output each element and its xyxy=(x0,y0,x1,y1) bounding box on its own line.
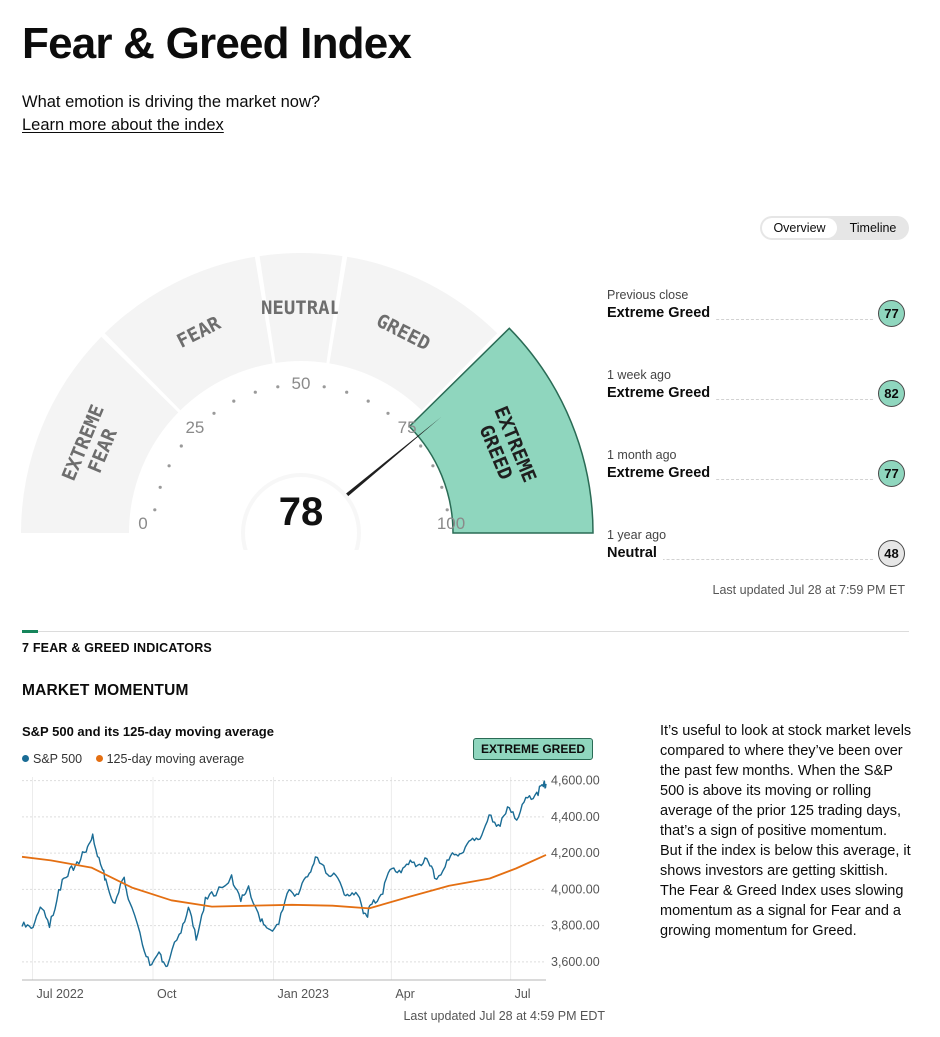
zone-label-word: NEUTRAL xyxy=(261,297,341,319)
y-tick-label: 3,800.00 xyxy=(551,919,600,933)
overview-tab[interactable]: Overview xyxy=(762,218,837,238)
y-tick-label: 4,000.00 xyxy=(551,882,600,896)
gauge-dot xyxy=(212,411,216,415)
gauge-dot xyxy=(345,390,349,394)
market-momentum-heading: MARKET MOMENTUM xyxy=(22,682,189,699)
view-toggle: Overview Timeline xyxy=(760,216,909,240)
y-tick-label: 4,400.00 xyxy=(551,810,600,824)
series-line-sp500 xyxy=(21,780,547,968)
legend-item-moving-average: 125-day moving average xyxy=(95,752,245,766)
history-1-week-ago: 1 week ago Extreme Greed 82 xyxy=(607,368,905,424)
gauge-dot xyxy=(179,444,183,448)
gauge-value: 78 xyxy=(279,490,324,534)
section-divider-accent xyxy=(22,630,38,633)
series-line-moving-average xyxy=(21,854,547,910)
history-1-month-ago: 1 month ago Extreme Greed 77 xyxy=(607,448,905,504)
leader-dots xyxy=(607,479,873,480)
gauge-dot xyxy=(153,508,157,512)
chart-legend: S&P 500 125-day moving average xyxy=(22,752,254,766)
history-score-badge: 48 xyxy=(878,540,905,567)
history-score-badge: 77 xyxy=(878,300,905,327)
history-previous-close: Previous close Extreme Greed 77 xyxy=(607,288,905,344)
legend-label: S&P 500 xyxy=(33,752,83,766)
momentum-line-chart: 4,600.00 4,400.00 4,200.00 4,000.00 3,800.00… xyxy=(21,774,600,1001)
gauge-dot xyxy=(253,390,257,394)
history-score-badge: 82 xyxy=(878,380,905,407)
zone-neutral xyxy=(259,253,343,363)
gauge-tick-label: 25 xyxy=(185,418,204,437)
leader-dots xyxy=(607,319,873,320)
gauge-dot xyxy=(158,485,162,489)
momentum-rating-badge: EXTREME GREED xyxy=(473,738,594,760)
x-tick-label: Jul xyxy=(515,987,531,1001)
gauge-dot xyxy=(445,508,449,512)
timeline-tab[interactable]: Timeline xyxy=(849,221,897,235)
leader-dots xyxy=(607,399,873,400)
x-tick-label: Oct xyxy=(157,987,177,1001)
legend-dot xyxy=(22,755,29,762)
gauge-dot xyxy=(440,485,444,489)
fear-greed-gauge: EXTREMEFEARFEARNEUTRALGREEDEXTREMEGREED0… xyxy=(20,253,594,550)
zone-label-neutral: NEUTRAL xyxy=(261,297,341,319)
y-tick-label: 4,600.00 xyxy=(551,774,600,788)
page-title: Fear & Greed Index xyxy=(22,19,412,68)
chart-title: S&P 500 and its 125-day moving average xyxy=(22,724,274,739)
gauge-needle xyxy=(339,417,442,502)
history-label: 1 year ago xyxy=(607,528,667,542)
gauge-tick-label: 75 xyxy=(398,418,417,437)
chart-last-updated: Last updated Jul 28 at 4:59 PM EDT xyxy=(403,1009,605,1023)
zone-extreme-fear xyxy=(20,336,179,533)
zone-greed xyxy=(329,256,498,411)
history-rating: Extreme Greed xyxy=(607,305,717,321)
page-subtitle: What emotion is driving the market now? xyxy=(22,93,321,111)
zone-fear xyxy=(104,256,273,411)
history-rating: Extreme Greed xyxy=(607,465,717,481)
legend-label: 125-day moving average xyxy=(106,752,245,766)
history-1-year-ago: 1 year ago Neutral 48 xyxy=(607,528,905,584)
gauge-dot xyxy=(386,411,390,415)
indicators-heading: 7 FEAR & GREED INDICATORS xyxy=(22,641,212,655)
y-tick-label: 4,200.00 xyxy=(551,846,600,860)
learn-more-link[interactable]: Learn more about the index xyxy=(22,116,224,134)
momentum-description: It’s useful to look at stock market leve… xyxy=(660,723,912,939)
legend-item-sp500: S&P 500 xyxy=(22,752,82,766)
gauge-dot xyxy=(276,385,280,389)
leader-dots xyxy=(607,559,873,560)
gauge-center-disc xyxy=(245,477,357,550)
x-tick-label: Jan 2023 xyxy=(278,987,329,1001)
gauge-dot xyxy=(419,444,423,448)
x-tick-label: Apr xyxy=(395,987,414,1001)
history-rating: Extreme Greed xyxy=(607,385,717,401)
x-tick-label: Jul 2022 xyxy=(37,987,84,1001)
gauge-dot xyxy=(431,464,435,468)
gauge-dot xyxy=(232,399,236,403)
history-label: 1 month ago xyxy=(607,448,677,462)
gauge-tick-label: 100 xyxy=(437,514,465,533)
history-label: 1 week ago xyxy=(607,368,671,382)
y-tick-label: 3,600.00 xyxy=(551,955,600,969)
zone-extreme-greed xyxy=(408,327,594,534)
last-updated: Last updated Jul 28 at 7:59 PM ET xyxy=(712,583,905,597)
legend-dot xyxy=(95,755,103,762)
history-rating: Neutral xyxy=(607,545,663,561)
section-divider xyxy=(22,631,909,632)
history-score-badge: 77 xyxy=(878,460,905,487)
gauge-dot xyxy=(322,385,326,389)
gauge-tick-label: 50 xyxy=(292,374,311,393)
gauge-tick-label: 0 xyxy=(138,514,147,533)
gauge-dot xyxy=(366,399,370,403)
history-label: Previous close xyxy=(607,288,689,302)
gauge-dot xyxy=(167,464,171,468)
